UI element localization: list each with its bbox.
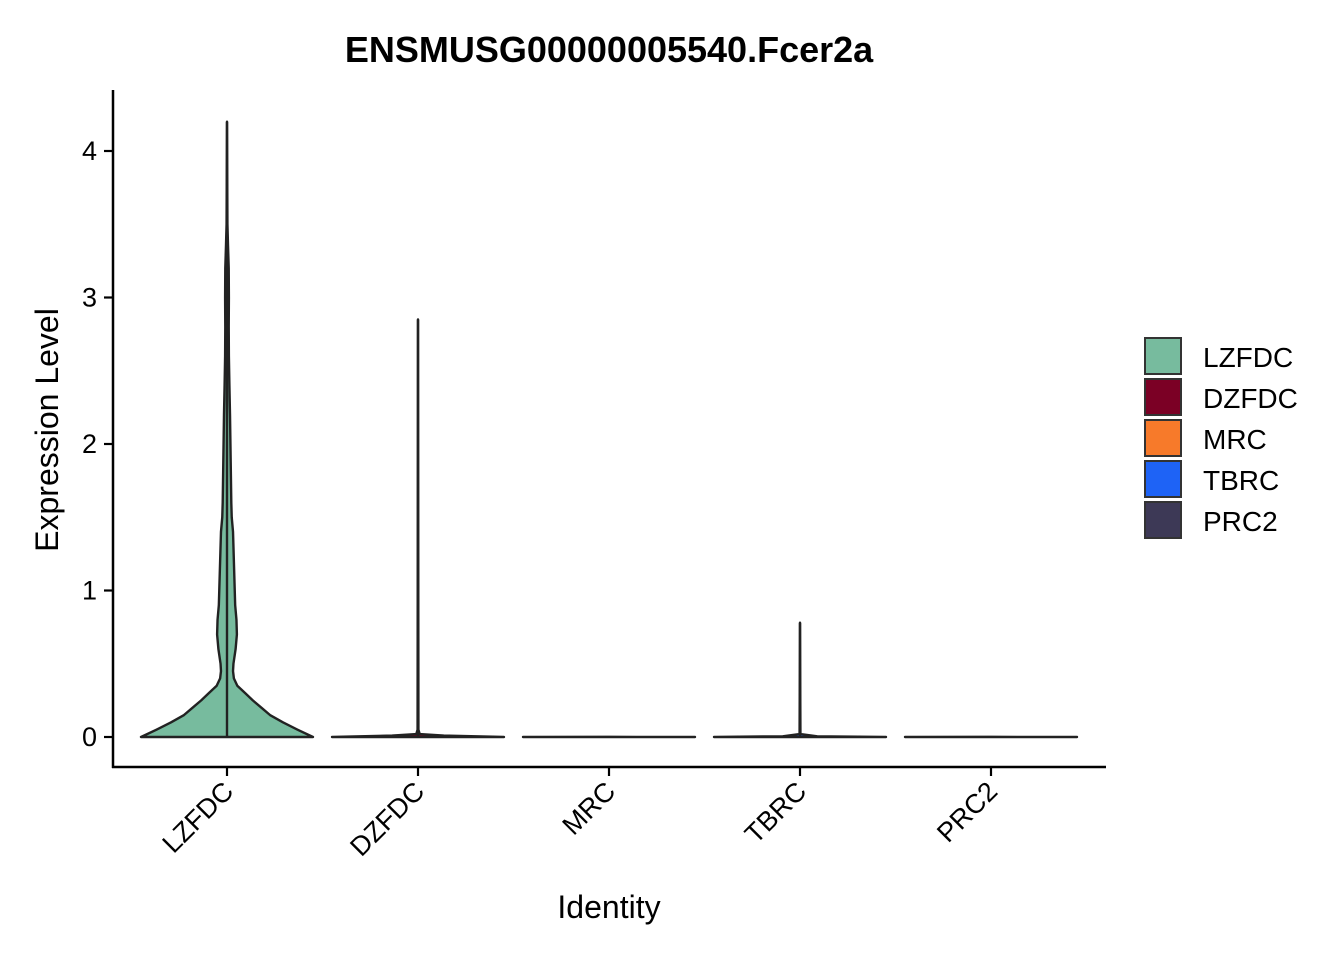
- x-tick-label: PRC2: [931, 776, 1003, 848]
- x-tick-label: DZFDC: [344, 776, 430, 862]
- legend-swatch-tbrc: [1144, 460, 1182, 498]
- legend-label-lzfdc: LZFDC: [1203, 342, 1293, 373]
- legend-label-mrc: MRC: [1203, 424, 1267, 455]
- x-axis-title: Identity: [557, 889, 660, 925]
- x-tick-label: MRC: [557, 776, 622, 841]
- legend-swatch-dzfdc: [1144, 378, 1182, 416]
- y-axis-title: Expression Level: [29, 308, 65, 552]
- legend-swatch-lzfdc: [1144, 337, 1182, 375]
- y-tick-label: 2: [82, 429, 97, 459]
- legend-swatch-prc2: [1144, 501, 1182, 539]
- legend-swatch-mrc: [1144, 419, 1182, 457]
- violin-layer: [139, 120, 1079, 739]
- y-tick-label: 1: [82, 576, 97, 606]
- x-axis-ticks: LZFDC DZFDC MRC TBRC PRC2: [157, 767, 1003, 862]
- x-tick-label: TBRC: [739, 776, 812, 849]
- legend-label-prc2: PRC2: [1203, 506, 1278, 537]
- y-tick-label: 0: [82, 722, 97, 752]
- chart-title: ENSMUSG00000005540.Fcer2a: [345, 29, 874, 70]
- y-tick-label: 4: [82, 136, 97, 166]
- legend: LZFDC DZFDC MRC TBRC PRC2: [1144, 337, 1298, 539]
- x-tick-label: LZFDC: [157, 776, 240, 859]
- y-axis-ticks: 0 1 2 3 4: [82, 136, 113, 752]
- legend-label-dzfdc: DZFDC: [1203, 383, 1298, 414]
- legend-label-tbrc: TBRC: [1203, 465, 1279, 496]
- y-tick-label: 3: [82, 283, 97, 313]
